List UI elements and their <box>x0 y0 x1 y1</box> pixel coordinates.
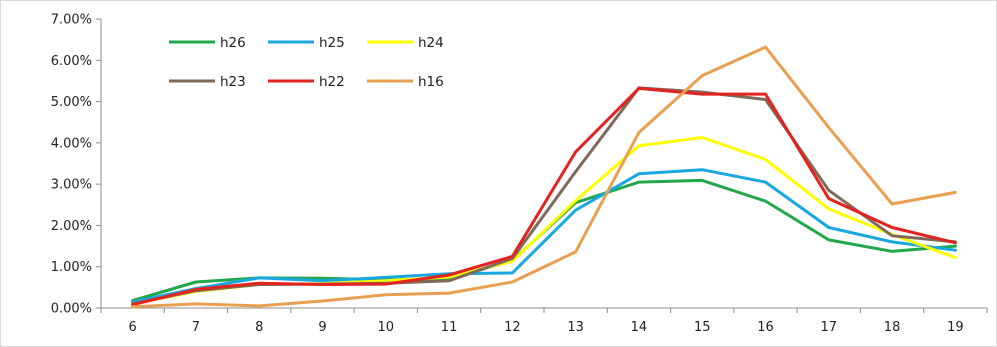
series-line-h23 <box>131 86 957 306</box>
x-tick-label: 17 <box>821 320 838 335</box>
legend-label-h26: h26 <box>220 35 246 51</box>
x-tick-label: 16 <box>757 320 774 335</box>
legend-label-h16: h16 <box>418 74 444 90</box>
y-axis-ticks: 0.00% 1.00% 2.00% 3.00% 4.00% 5.00% 6.00% 7.00% <box>51 13 101 317</box>
legend-label-h22: h22 <box>319 74 345 90</box>
x-tick-label: 10 <box>378 320 395 335</box>
y-tick-label: 0.00% <box>51 302 92 317</box>
y-tick-label: 2.00% <box>51 219 92 234</box>
y-tick-label: 6.00% <box>51 54 92 69</box>
series-line-h16 <box>131 45 957 309</box>
x-tick-label: 11 <box>441 320 458 335</box>
y-tick-label: 4.00% <box>51 136 92 151</box>
x-tick-label: 8 <box>255 320 263 335</box>
x-tick-label: 13 <box>567 320 584 335</box>
x-tick-label: 12 <box>504 320 521 335</box>
legend-label-h24: h24 <box>418 35 444 51</box>
legend-label-h23: h23 <box>220 74 246 90</box>
x-tick-label: 6 <box>129 320 137 335</box>
x-tick-label: 7 <box>192 320 200 335</box>
series-lines <box>131 45 957 309</box>
y-tick-label: 7.00% <box>51 13 92 28</box>
legend-label-h25: h25 <box>319 35 345 51</box>
x-tick-label: 9 <box>318 320 326 335</box>
series-line-h25 <box>131 168 957 304</box>
y-tick-label: 5.00% <box>51 95 92 110</box>
x-axis-ticks: 6 7 8 9 10 11 12 13 14 15 16 17 18 19 <box>100 308 988 335</box>
x-tick-label: 18 <box>884 320 901 335</box>
axes <box>100 19 987 309</box>
series-line-h22 <box>131 86 957 307</box>
x-tick-label: 19 <box>947 320 964 335</box>
x-tick-label: 15 <box>694 320 711 335</box>
y-tick-label: 3.00% <box>51 178 92 193</box>
y-tick-label: 1.00% <box>51 260 92 275</box>
legend: h26 h25 h24 h23 h22 h16 <box>169 35 444 90</box>
x-tick-label: 14 <box>631 320 648 335</box>
